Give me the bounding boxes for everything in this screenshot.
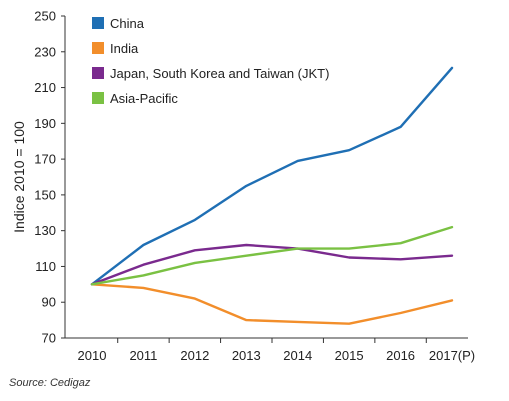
series-layer [90, 66, 454, 325]
y-tick-label: 130 [34, 223, 56, 238]
y-tick-label: 90 [42, 295, 56, 310]
y-tick-label: 170 [34, 152, 56, 167]
y-tick-label: 150 [34, 187, 56, 202]
series-line-japan-south-korea-and-taiwan-jkt [90, 243, 454, 286]
series-line-asia-pacific [90, 225, 454, 286]
y-tick-label: 250 [34, 9, 56, 24]
legend-swatch [92, 92, 104, 104]
legend-swatch [92, 42, 104, 54]
x-tick-label: 2010 [78, 348, 107, 363]
legend-swatch [92, 17, 104, 29]
y-tick-label: 230 [34, 44, 56, 59]
series-line-china [90, 66, 454, 286]
source-note: Source: Cedigaz [9, 377, 91, 389]
y-tick-label: 110 [35, 259, 56, 274]
y-tick-label: 190 [34, 116, 56, 131]
legend-label: Asia-Pacific [110, 91, 178, 106]
legend-label: Japan, South Korea and Taiwan (JKT) [110, 66, 329, 81]
series-line-india [90, 283, 454, 325]
axes: 70 90 110 130 150 170 190 210 230 250 2010 2011 2012… [34, 9, 475, 364]
x-tick-label: 2012 [180, 348, 209, 363]
legend: China India Japan, South Korea and Taiwan … [92, 16, 329, 106]
x-tick-label: 2014 [283, 348, 312, 363]
legend-swatch [92, 67, 104, 79]
y-tick-label: 210 [34, 80, 56, 95]
legend-label: India [110, 41, 139, 56]
x-tick-label: 2013 [232, 348, 261, 363]
y-axis-label: Indice 2010 = 100 [11, 121, 27, 233]
x-tick-label: 2016 [386, 348, 415, 363]
x-tick-label: 2011 [129, 348, 157, 363]
y-tick-label: 70 [42, 331, 56, 346]
x-tick-label: 2015 [335, 348, 364, 363]
legend-label: China [110, 16, 145, 31]
x-tick-label: 2017(P) [429, 348, 475, 363]
